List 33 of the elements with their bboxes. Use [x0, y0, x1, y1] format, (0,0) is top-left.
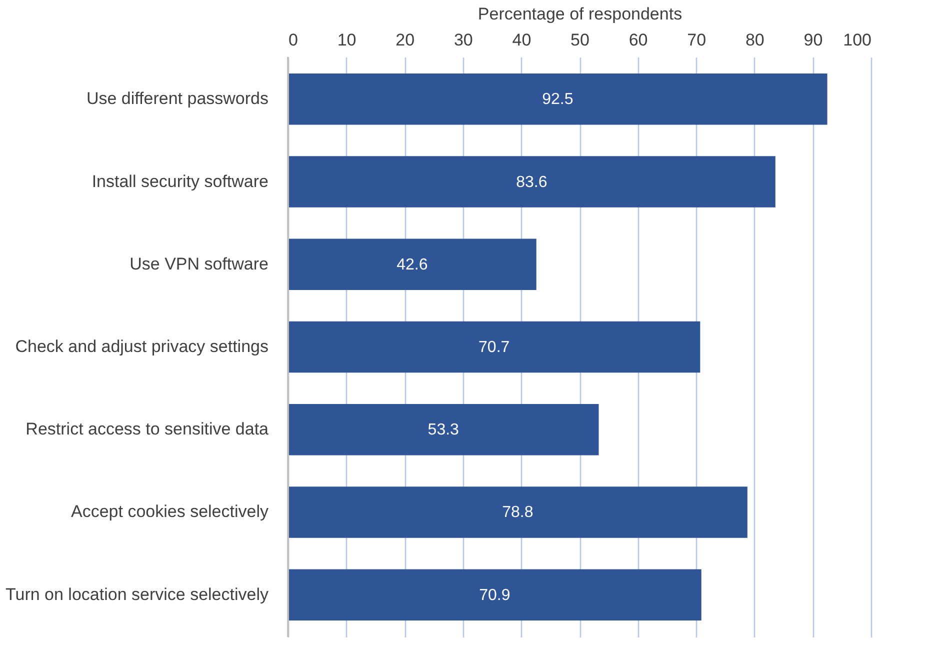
data-label: 70.9	[479, 586, 510, 604]
bar	[288, 238, 536, 290]
data-label: 92.5	[542, 91, 574, 108]
bar	[288, 321, 700, 373]
bar	[288, 569, 702, 620]
x-axis-title: Percentage of respondents	[478, 4, 682, 24]
x-tick-label: 100	[843, 30, 872, 50]
data-label: 83.6	[516, 174, 548, 191]
y-tick-label: Install security software	[92, 172, 268, 191]
data-label: 70.7	[478, 339, 510, 356]
x-tick-label: 10	[337, 30, 356, 50]
data-label: 78.8	[502, 504, 534, 522]
y-tick-label: Accept cookies selectively	[71, 502, 269, 522]
x-tick-label: 90	[804, 30, 823, 50]
x-tick-label: 30	[454, 30, 473, 50]
x-tick-label: 0	[288, 30, 298, 50]
y-tick-label: Use different passwords	[86, 89, 268, 108]
bar	[288, 404, 599, 456]
data-label: 53.3	[428, 422, 460, 439]
y-tick-label: Turn on location service selectively	[6, 584, 269, 604]
bar	[288, 74, 828, 125]
x-tick-label: 40	[512, 30, 532, 50]
bar	[288, 486, 748, 538]
y-tick-label: Restrict access to sensitive data	[26, 420, 270, 439]
x-tick-label: 20	[396, 30, 415, 50]
data-label: 42.6	[396, 256, 428, 274]
x-tick-label: 70	[687, 30, 706, 50]
bar	[288, 156, 776, 208]
x-tick-label: 80	[745, 30, 764, 50]
y-tick-label: Check and adjust privacy settings	[15, 337, 268, 356]
y-tick-label: Use VPN software	[130, 254, 268, 274]
x-tick-label: 50	[570, 30, 590, 50]
x-tick-label: 60	[628, 30, 648, 50]
